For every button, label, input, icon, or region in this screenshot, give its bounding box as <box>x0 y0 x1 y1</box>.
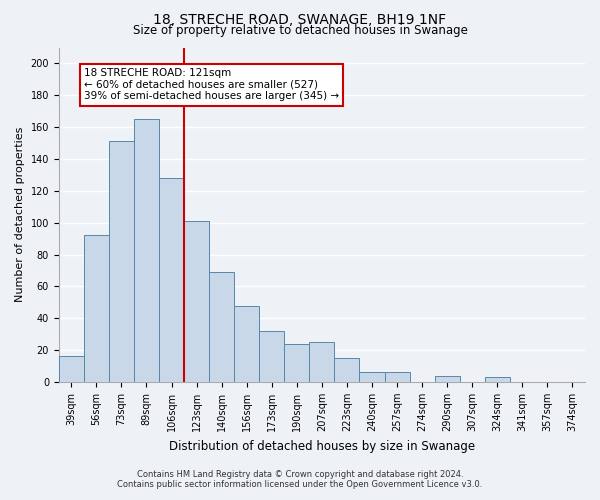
Bar <box>84 236 109 382</box>
Text: 18 STRECHE ROAD: 121sqm
← 60% of detached houses are smaller (527)
39% of semi-d: 18 STRECHE ROAD: 121sqm ← 60% of detache… <box>84 68 339 102</box>
Bar <box>259 331 284 382</box>
Bar <box>109 142 134 382</box>
Text: 18, STRECHE ROAD, SWANAGE, BH19 1NF: 18, STRECHE ROAD, SWANAGE, BH19 1NF <box>154 12 446 26</box>
Text: Size of property relative to detached houses in Swanage: Size of property relative to detached ho… <box>133 24 467 37</box>
Bar <box>359 372 385 382</box>
Bar <box>159 178 184 382</box>
Y-axis label: Number of detached properties: Number of detached properties <box>15 127 25 302</box>
Bar <box>434 376 460 382</box>
Bar <box>284 344 310 382</box>
Bar <box>134 119 159 382</box>
Text: Contains public sector information licensed under the Open Government Licence v3: Contains public sector information licen… <box>118 480 482 489</box>
Bar <box>485 377 510 382</box>
Bar <box>209 272 234 382</box>
Bar <box>334 358 359 382</box>
Bar <box>385 372 410 382</box>
Text: Contains HM Land Registry data © Crown copyright and database right 2024.: Contains HM Land Registry data © Crown c… <box>137 470 463 479</box>
Bar <box>310 342 334 382</box>
Bar <box>184 221 209 382</box>
Bar <box>59 356 84 382</box>
Bar <box>234 306 259 382</box>
X-axis label: Distribution of detached houses by size in Swanage: Distribution of detached houses by size … <box>169 440 475 452</box>
